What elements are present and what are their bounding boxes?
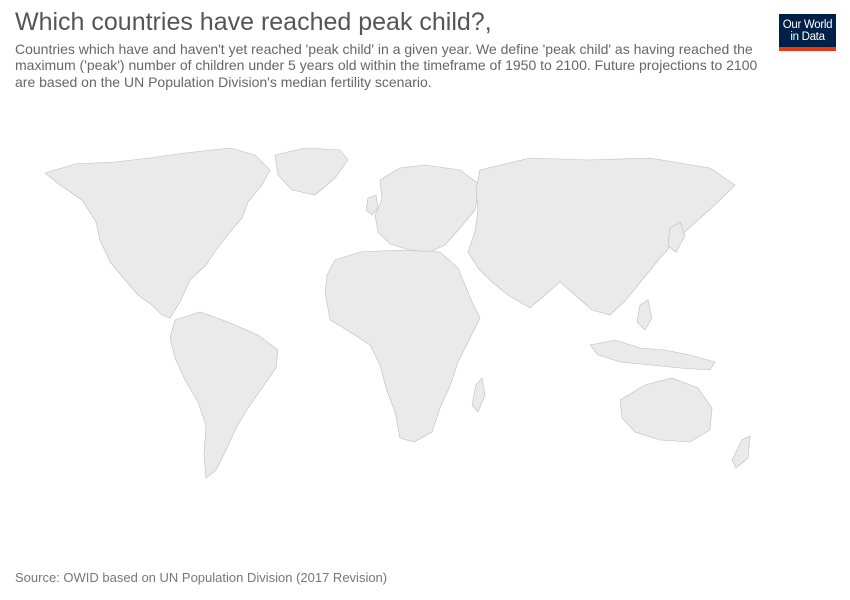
chart-subtitle: Countries which have and haven't yet rea… bbox=[15, 41, 758, 90]
source-note: Source: OWID based on UN Population Divi… bbox=[15, 570, 388, 585]
map-region-japan[interactable] bbox=[667, 221, 686, 253]
map-region-madagascar[interactable] bbox=[471, 377, 486, 413]
logo-line-2: in Data bbox=[790, 31, 825, 43]
logo-line-1: Our World bbox=[782, 19, 833, 31]
map-region-south-america[interactable] bbox=[169, 311, 279, 479]
map-region-greenland[interactable] bbox=[274, 147, 349, 196]
map-region-uk[interactable] bbox=[365, 194, 379, 216]
map-region-australia[interactable] bbox=[619, 377, 713, 443]
map-region-philippines[interactable] bbox=[636, 299, 653, 331]
owid-logo[interactable]: Our World in Data bbox=[779, 14, 836, 51]
map-region-north-america[interactable] bbox=[44, 147, 271, 319]
map-region-africa[interactable] bbox=[324, 249, 481, 443]
map-region-europe[interactable] bbox=[374, 164, 481, 253]
world-map[interactable] bbox=[30, 140, 790, 485]
map-region-asia[interactable] bbox=[467, 157, 736, 316]
map-region-new-zealand[interactable] bbox=[731, 435, 751, 469]
map-region-indonesia[interactable] bbox=[589, 339, 716, 371]
logo-accent-bar bbox=[779, 47, 836, 51]
chart-title: Which countries have reached peak child?… bbox=[15, 8, 492, 36]
